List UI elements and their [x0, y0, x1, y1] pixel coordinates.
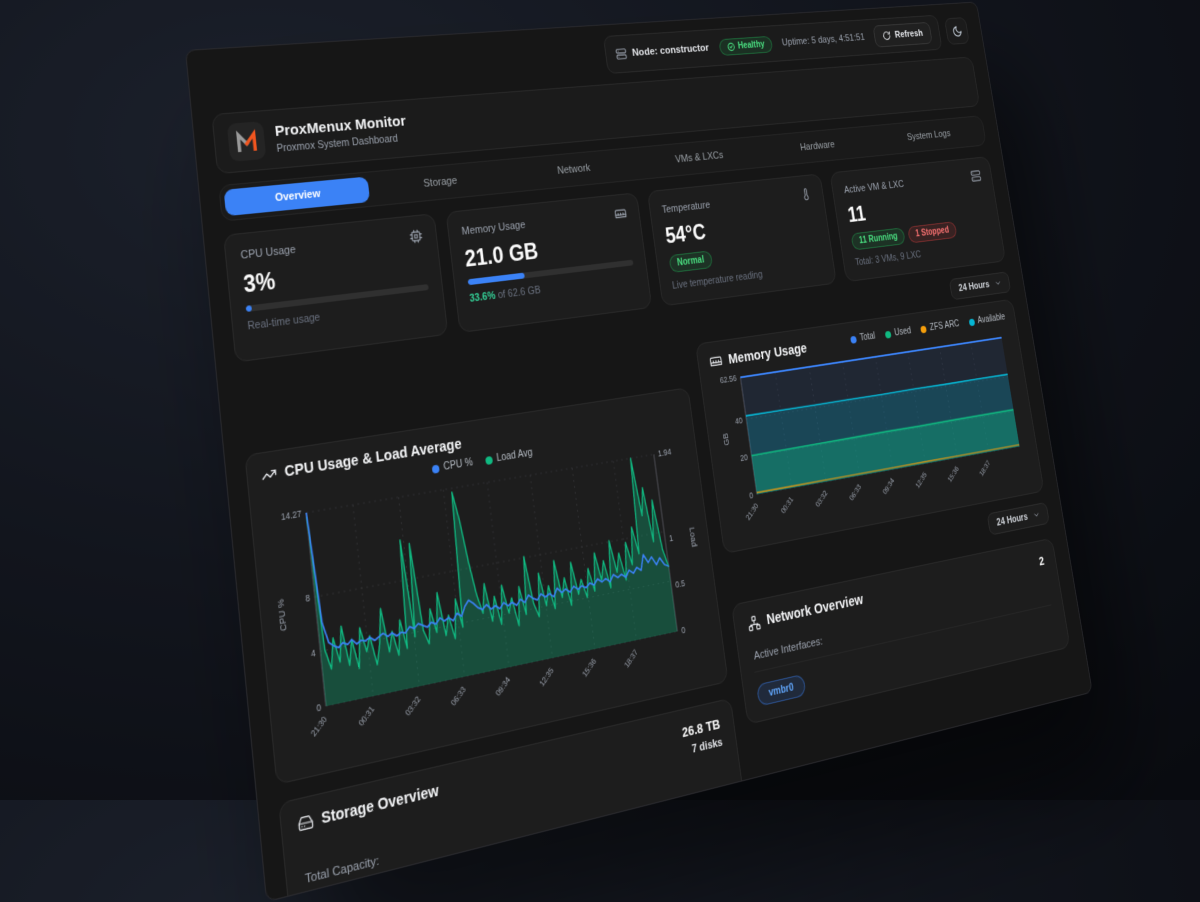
svg-text:0: 0 [681, 624, 687, 635]
memory-time-range-select[interactable]: 24 Hours [987, 502, 1050, 536]
active-vm-lxc-card: Active VM & LXC 11 11 Running 1 Stopped … [830, 156, 1006, 282]
cpu-icon [408, 228, 423, 244]
svg-text:20: 20 [740, 452, 749, 463]
thermometer-icon [800, 187, 813, 201]
tilted-scene: Node: constructor Healthy Uptime: 5 days… [185, 2, 1093, 902]
svg-text:0: 0 [316, 701, 322, 713]
svg-text:15:36: 15:36 [581, 657, 598, 679]
svg-text:Load: Load [688, 526, 699, 547]
server-stack-icon [970, 169, 982, 183]
svg-text:CPU %: CPU % [275, 598, 288, 632]
time-range-select[interactable]: 24 Hours [949, 271, 1011, 300]
temperature-card: Temperature 54°C Normal Live temperature… [647, 173, 837, 306]
cpu-usage-card: CPU Usage 3% Real-time usage [223, 213, 448, 362]
svg-text:40: 40 [734, 415, 743, 426]
header-titles: ProxMenux Monitor Proxmox System Dashboa… [274, 113, 408, 155]
legend-item: Total [850, 331, 876, 345]
tab-hardware[interactable]: Hardware [759, 130, 874, 163]
tab-vms-lxcs[interactable]: VMs & LXCs [638, 140, 760, 175]
moon-icon [951, 24, 963, 37]
left-column: CPU Usage & Load Average CPU % Load Avg … [240, 346, 749, 902]
svg-text:0.5: 0.5 [675, 577, 686, 589]
svg-text:18:37: 18:37 [623, 648, 640, 670]
tab-network[interactable]: Network [508, 152, 637, 188]
check-circle-icon [726, 41, 736, 51]
svg-text:1: 1 [669, 533, 675, 544]
refresh-icon [882, 30, 892, 41]
vms-running-badge: 11 Running [851, 227, 906, 250]
trending-up-icon [261, 465, 278, 484]
svg-text:09:34: 09:34 [494, 675, 512, 698]
memory-icon [613, 207, 627, 222]
interface-chip[interactable]: vmbr0 [756, 674, 806, 707]
health-badge: Healthy [718, 35, 773, 55]
memory-icon [709, 354, 724, 371]
dashboard-page: Node: constructor Healthy Uptime: 5 days… [185, 2, 1093, 902]
proxmenux-logo [227, 121, 267, 162]
svg-text:03:32: 03:32 [403, 694, 422, 717]
node-name-text: Node: constructor [632, 43, 710, 59]
svg-text:03:32: 03:32 [814, 489, 829, 509]
storage-disks-value: 7 disks [684, 736, 724, 757]
server-icon [615, 47, 628, 60]
legend-item: Used [884, 326, 911, 340]
chevron-down-icon [994, 278, 1002, 288]
network-icon [747, 614, 762, 632]
temperature-status-badge: Normal [668, 250, 713, 273]
svg-text:00:31: 00:31 [779, 495, 794, 515]
svg-text:GB: GB [721, 432, 731, 446]
svg-text:1.94: 1.94 [657, 446, 672, 458]
svg-text:0: 0 [749, 490, 754, 500]
network-interfaces-count: 2 [1038, 554, 1045, 569]
storage-header-values: 26.8 TB 7 disks [681, 716, 723, 758]
cpu-progress-fill [246, 305, 252, 312]
uptime-text: Uptime: 5 days, 4:51:51 [781, 32, 865, 48]
refresh-button[interactable]: Refresh [873, 22, 933, 48]
svg-text:12:35: 12:35 [538, 665, 556, 688]
svg-text:12:35: 12:35 [914, 470, 928, 490]
svg-text:21:30: 21:30 [309, 714, 329, 739]
svg-text:62.56: 62.56 [719, 373, 737, 385]
memory-card-title: Memory Usage [461, 219, 526, 237]
svg-text:15:36: 15:36 [946, 465, 960, 484]
svg-text:14.27: 14.27 [280, 508, 302, 522]
svg-text:00:31: 00:31 [357, 704, 376, 728]
vm-card-title: Active VM & LXC [843, 179, 904, 196]
tab-storage[interactable]: Storage [371, 164, 508, 202]
svg-text:06:33: 06:33 [848, 483, 863, 503]
charts-grid: CPU Usage & Load Average CPU % Load Avg … [240, 299, 1086, 902]
right-column: Memory Usage Total Used ZFS ARC Availabl… [695, 299, 1070, 725]
chevron-down-icon [1032, 510, 1040, 520]
svg-text:18:37: 18:37 [978, 459, 992, 478]
temperature-card-title: Temperature [661, 199, 710, 215]
memory-progress-fill [467, 273, 525, 286]
svg-text:8: 8 [305, 592, 311, 604]
legend-item: ZFS ARC [920, 319, 960, 334]
cpu-card-title: CPU Usage [240, 243, 296, 261]
theme-toggle-button[interactable] [944, 17, 970, 45]
storage-overview-title: Storage Overview [321, 783, 440, 829]
svg-text:09:34: 09:34 [881, 476, 896, 496]
tab-system-logs[interactable]: System Logs [874, 120, 983, 152]
svg-text:4: 4 [310, 647, 316, 659]
hard-drive-icon [297, 812, 315, 834]
tab-overview[interactable]: Overview [224, 177, 370, 217]
svg-text:21:30: 21:30 [744, 501, 760, 522]
svg-text:06:33: 06:33 [449, 685, 467, 708]
legend-item: Available [968, 312, 1006, 327]
node-label: Node: constructor [615, 42, 710, 61]
vms-stopped-badge: 1 Stopped [907, 221, 957, 243]
memory-usage-card: Memory Usage 21.0 GB 33.6% of 62.6 GB [445, 192, 651, 333]
